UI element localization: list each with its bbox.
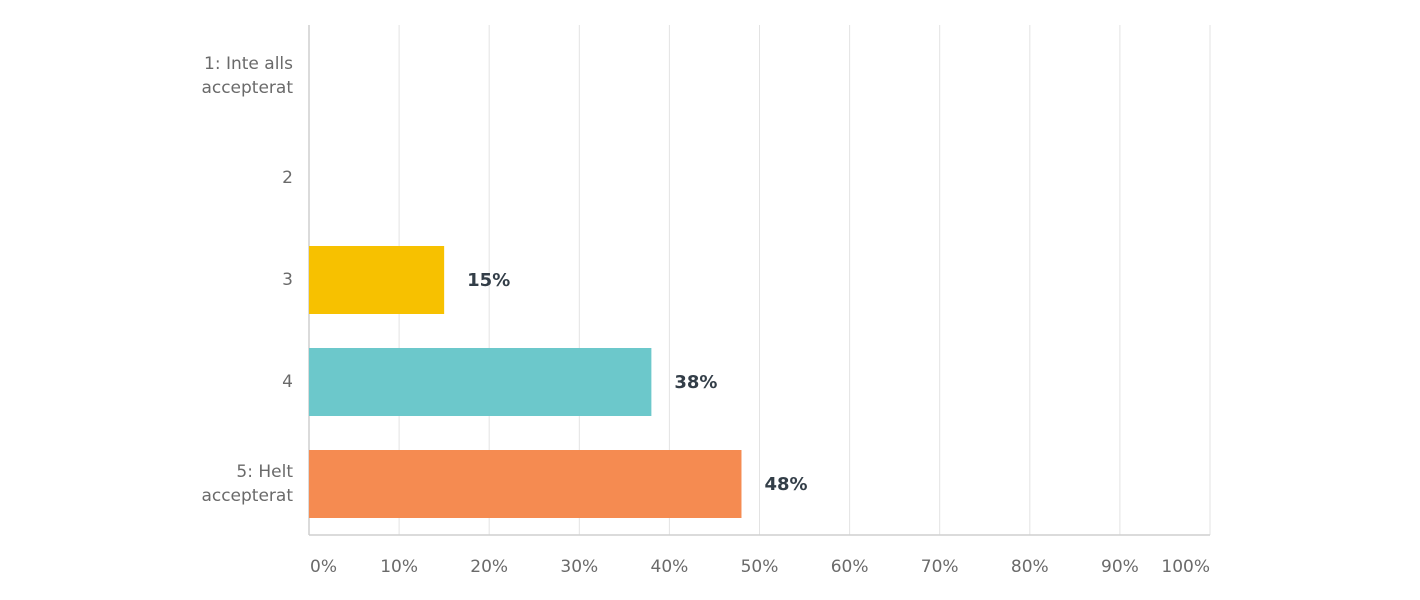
- bar: [309, 450, 742, 518]
- bar: [309, 246, 445, 314]
- y-tick-label: 3: [282, 270, 293, 290]
- value-label: 48%: [764, 474, 807, 495]
- x-tick-label: 50%: [741, 557, 779, 577]
- bar: [309, 348, 652, 416]
- value-label: 38%: [674, 372, 717, 393]
- x-tick-label: 90%: [1101, 557, 1139, 577]
- x-tick-label: 10%: [380, 557, 418, 577]
- x-tick-label: 60%: [831, 557, 869, 577]
- y-tick-label: 5: Helt accepterat: [201, 462, 293, 506]
- y-tick-label: 2: [282, 168, 293, 188]
- x-tick-label: 40%: [651, 557, 689, 577]
- value-label: 15%: [467, 270, 510, 291]
- x-tick-label: 80%: [1011, 557, 1049, 577]
- x-tick-label: 100%: [1161, 557, 1210, 577]
- y-tick-label: 4: [282, 372, 293, 392]
- y-tick-label: 1: Inte alls accepterat: [201, 54, 293, 98]
- x-tick-label: 70%: [921, 557, 959, 577]
- x-tick-label: 20%: [470, 557, 508, 577]
- x-tick-label: 0%: [310, 557, 337, 577]
- x-tick-label: 30%: [560, 557, 598, 577]
